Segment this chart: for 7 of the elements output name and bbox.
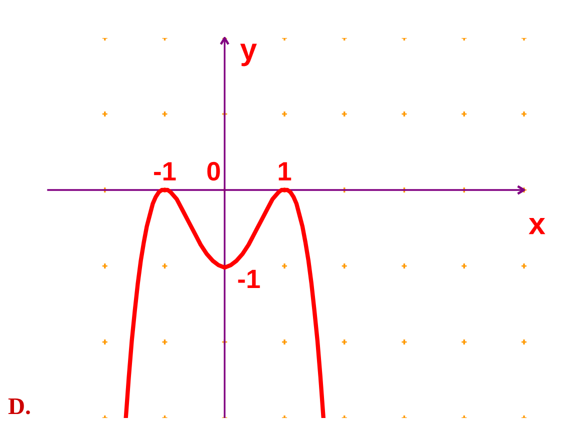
- text: D.: [8, 398, 30, 414]
- x-tick-label: 0: [207, 162, 220, 181]
- x-tick-label: -1: [154, 162, 176, 180]
- annotation: -1: [238, 270, 260, 288]
- x-axis-title: x: [528, 218, 546, 234]
- y-axis-title: y: [240, 44, 257, 66]
- x-tick-label: 1: [278, 162, 292, 180]
